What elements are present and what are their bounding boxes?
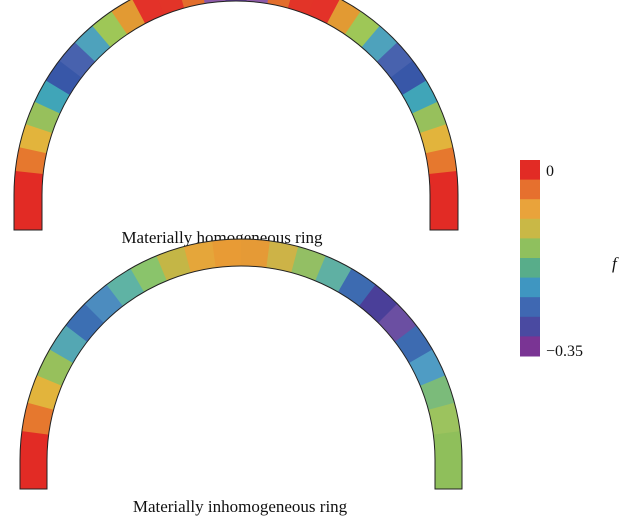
colorbar-swatch [520,277,540,298]
colorbar-axis-label: f [612,254,619,273]
homogeneous-ring [13,0,459,231]
colorbar-swatch [520,179,540,200]
inhomogeneous-ring-segment [420,375,456,412]
inhomogeneous-ring [19,238,463,490]
colorbar [520,160,540,357]
homogeneous-ring-left-leg [14,194,42,230]
homogeneous-ring-segment [425,147,457,177]
inhomogeneous-ring-left-leg [20,459,47,489]
homogeneous-ring-segment [412,101,448,135]
inhomogeneous-ring-segment [21,400,55,435]
homogeneous-ring-segment [34,78,71,114]
colorbar-swatch [520,199,540,220]
colorbar-max-label: 0 [546,163,554,180]
inhomogeneous-ring-segment [428,402,461,437]
colorbar-swatch [520,336,540,357]
colorbar-min-label: −0.35 [546,343,583,360]
homogeneous-ring-segment [344,11,382,49]
homogeneous-ring-right-leg [430,194,458,230]
homogeneous-ring-segment [267,0,293,9]
inhomogeneous-ring-segment [241,239,273,268]
colorbar-swatch [520,218,540,239]
homogeneous-ring-segment [428,170,458,198]
inhomogeneous-ring-segment [212,239,244,268]
colorbar-swatch [520,238,540,259]
homogeneous-ring-segment [287,0,317,16]
inhomogeneous-ring-segment [130,254,169,292]
homogeneous-ring-segment [92,9,129,48]
inhomogeneous-ring-caption: Materially inhomogeneous ring [133,497,348,516]
inhomogeneous-ring-segment [20,428,49,460]
inhomogeneous-ring-segment [183,240,218,273]
homogeneous-ring-segment [181,0,207,9]
homogeneous-ring-segment [45,58,83,95]
homogeneous-ring-segment [132,0,167,24]
colorbar-swatch [520,160,540,181]
homogeneous-ring-segment [326,0,363,36]
homogeneous-ring-segment [419,124,454,156]
inhomogeneous-ring-segment [433,431,462,463]
inhomogeneous-ring-segment [156,245,193,281]
inhomogeneous-ring-segment [266,240,301,274]
homogeneous-ring-outline [13,0,459,231]
inhomogeneous-ring-segment [409,349,447,388]
inhomogeneous-ring-outline [19,238,463,490]
homogeneous-ring-segment [158,0,187,15]
homogeneous-ring-segment [15,145,47,175]
colorbar-swatch [520,297,540,318]
colorbar-swatch [520,258,540,279]
homogeneous-ring-segment [14,168,44,195]
inhomogeneous-ring-right-leg [435,459,462,489]
colorbar-swatch [520,316,540,337]
